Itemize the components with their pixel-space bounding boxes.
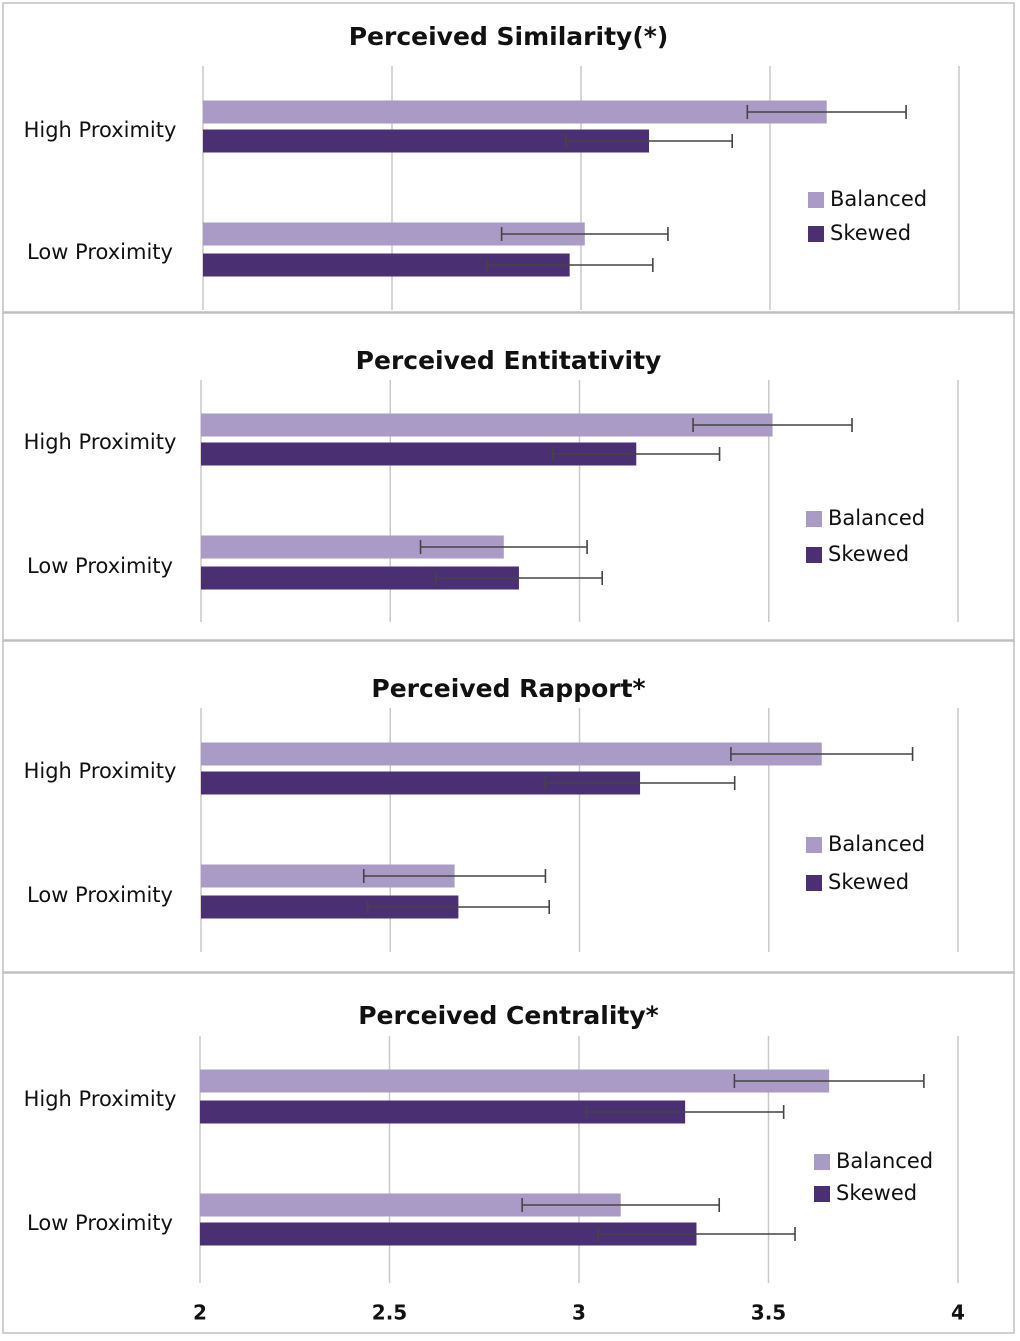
legend-label: Skewed — [830, 221, 911, 245]
legend-label: Balanced — [830, 187, 927, 211]
legend-label: Balanced — [836, 1149, 933, 1173]
x-tick-label: 3 — [572, 1301, 586, 1325]
category-label: High Proximity — [24, 759, 177, 783]
legend-label: Skewed — [836, 1181, 917, 1205]
bar-balanced — [203, 100, 827, 124]
legend-swatch — [806, 875, 822, 891]
bar-balanced — [201, 413, 773, 437]
category-label: Low Proximity — [27, 240, 173, 264]
legend-swatch — [806, 837, 822, 853]
chart-panel-1: Perceived Similarity(*) High Proximity Low… — [2, 2, 1015, 313]
legend-label: Skewed — [828, 870, 909, 894]
bar-skewed — [203, 253, 570, 277]
chart-title: Perceived Entitativity — [356, 346, 662, 375]
bar-balanced — [201, 864, 455, 888]
bar-balanced — [201, 742, 822, 766]
bar-balanced — [201, 535, 504, 559]
legend-swatch — [814, 1154, 830, 1170]
bar-skewed — [201, 442, 637, 466]
category-label: Low Proximity — [27, 883, 173, 907]
legend-label: Skewed — [828, 542, 909, 566]
chart-panel-2: Perceived Entitativity High Proximity Low … — [2, 312, 1015, 641]
legend-label: Balanced — [828, 832, 925, 856]
bar-skewed — [201, 895, 459, 919]
chart-panel-3: Perceived Rapport* High Proximity Low Prox… — [2, 640, 1015, 973]
chart-title: Perceived Centrality* — [358, 1001, 659, 1030]
x-tick-label: 4 — [951, 1301, 965, 1325]
x-tick-label: 2 — [193, 1301, 207, 1325]
legend-swatch — [806, 511, 822, 527]
chart-title: Perceived Similarity(*) — [349, 22, 669, 51]
bar-skewed — [201, 771, 641, 795]
bar-skewed — [200, 1222, 697, 1246]
bar-skewed — [203, 129, 650, 153]
bar-balanced — [203, 222, 585, 246]
bar-skewed — [200, 1100, 686, 1124]
legend-swatch — [808, 192, 824, 208]
category-label: High Proximity — [24, 1087, 177, 1111]
chart-panel-4: Perceived Centrality* High Proximity Low P… — [2, 972, 1015, 1334]
panel-frame — [2, 640, 1015, 973]
legend-label: Balanced — [828, 506, 925, 530]
category-label: Low Proximity — [27, 1211, 173, 1235]
category-label: Low Proximity — [27, 554, 173, 578]
legend-swatch — [808, 226, 824, 242]
category-label: High Proximity — [24, 118, 177, 142]
legend-swatch — [806, 547, 822, 563]
bar-balanced — [200, 1193, 621, 1217]
x-tick-label: 2.5 — [372, 1301, 407, 1325]
bar-balanced — [200, 1069, 830, 1093]
category-label: High Proximity — [24, 430, 177, 454]
bar-skewed — [201, 566, 519, 590]
panel-frame — [2, 972, 1015, 1334]
legend-swatch — [814, 1186, 830, 1202]
chart-title: Perceived Rapport* — [371, 674, 645, 703]
x-tick-label: 3.5 — [751, 1301, 786, 1325]
